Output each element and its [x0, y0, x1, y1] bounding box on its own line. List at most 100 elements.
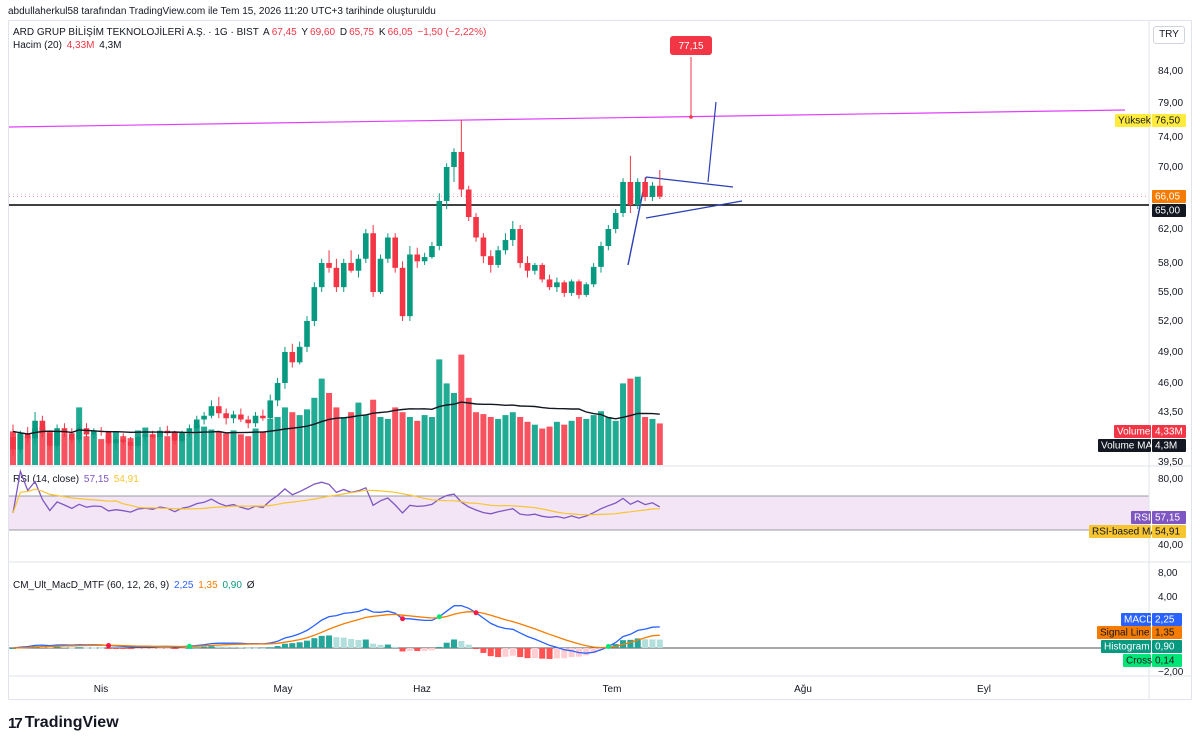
volume-ma-label-bg: [1098, 439, 1151, 452]
candle-body: [61, 428, 68, 434]
close-value: 66,05: [387, 27, 413, 38]
volume-bar: [598, 411, 604, 465]
volume-bar: [289, 412, 296, 465]
candle-body: [260, 415, 266, 419]
rsi-legend-value: 57,15: [83, 474, 109, 485]
macd-histogram-bar: [157, 648, 163, 649]
macd-histogram-bar: [473, 648, 480, 649]
candle-body: [333, 267, 340, 288]
macd-histogram-bar: [531, 648, 538, 659]
drawing-lines-group: [8, 57, 1149, 266]
volume-bar: [201, 426, 208, 465]
volume-bar: [68, 438, 75, 465]
tradingview-logo[interactable]: 17 TradingView: [8, 714, 119, 732]
macd-histogram-bar: [656, 639, 663, 648]
candle-body: [149, 434, 156, 437]
macd-histogram-bar: [362, 639, 369, 648]
last-price-tag-bg: [1152, 190, 1186, 203]
candle-body: [649, 185, 656, 197]
candle-body: [142, 434, 149, 437]
volume-bar: [215, 431, 222, 465]
resistance-trendline: [8, 109, 1126, 128]
volume-bar: [517, 417, 524, 465]
volume-bar: [90, 434, 97, 465]
support-tag-bg: [1152, 204, 1186, 217]
macd-histogram-bar: [340, 637, 347, 648]
volume-bar: [473, 412, 480, 465]
candle-body: [539, 264, 545, 280]
volume-bar: [186, 433, 193, 465]
candle-body: [296, 346, 303, 363]
candle-body: [524, 263, 531, 271]
chart-frame: [8, 20, 1192, 700]
symbol-legend[interactable]: ARD GRUP BİLİŞİM TEKNOLOJİLERİ A.Ş. · 1G…: [13, 27, 488, 38]
volume-legend[interactable]: Hacim (20) 4,33M 4,3M: [13, 40, 124, 51]
macd-legend[interactable]: CM_Ult_MacD_MTF (60, 12, 26, 9) 2,25 1,3…: [13, 580, 256, 591]
macd-histogram-bar: [524, 648, 531, 659]
x-axis-label: Eyl: [977, 684, 991, 695]
tradingview-logo-icon: 17: [8, 714, 23, 732]
macd-histogram-bar: [127, 648, 134, 650]
rsi-line: [12, 468, 661, 519]
candle-body: [510, 229, 516, 241]
volume-legend-ma: 4,3M: [99, 40, 122, 51]
price-tick-label: 79,00: [1158, 98, 1183, 109]
volume-bar: [39, 426, 46, 465]
volume-bar: [443, 383, 450, 465]
candle-body: [443, 167, 450, 201]
macd-histogram-bar: [590, 648, 597, 654]
rsi-legend-label: RSI (14, close): [13, 474, 80, 485]
volume-bar: [480, 414, 487, 465]
candle-body: [487, 256, 494, 265]
low-value: 65,75: [349, 27, 375, 38]
candle-body: [289, 352, 296, 363]
volume-bar: [377, 417, 384, 465]
rsi-tick-label: 80,00: [1158, 474, 1183, 485]
currency-button[interactable]: TRY: [1153, 26, 1185, 44]
candle-body: [429, 246, 435, 258]
candle-body: [267, 400, 274, 419]
macd-histogram-bar: [208, 646, 215, 648]
x-axis-label: Ağu: [794, 684, 812, 695]
price-tick-label: 70,00: [1158, 162, 1183, 173]
candle-body: [340, 263, 347, 288]
symbol-name[interactable]: ARD GRUP BİLİŞİM TEKNOLOJİLERİ A.Ş. · 1G…: [13, 27, 259, 38]
candle-body: [627, 182, 634, 205]
candle-body: [605, 229, 612, 246]
projection-line: [707, 101, 717, 183]
volume-bar: [83, 436, 90, 465]
volume-bar: [274, 417, 281, 465]
rsi-value-bg: [1152, 511, 1186, 524]
macd-histogram-bar: [370, 643, 377, 648]
candle-body: [634, 182, 641, 205]
volume-bar: [399, 412, 406, 465]
rsi-legend[interactable]: RSI (14, close) 57,15 54,91: [13, 474, 141, 485]
volume-bar: [575, 417, 582, 465]
candle-body: [598, 246, 604, 267]
macd-histogram-bar: [348, 639, 355, 648]
volume-bar: [458, 354, 465, 465]
macd-tick-label: −2,00: [1158, 667, 1184, 678]
macd-histogram-bar: [164, 648, 171, 649]
rsi-value: 57,15: [1155, 513, 1180, 524]
histogram-label: Histogram: [1104, 642, 1150, 653]
macd-histogram-bar: [201, 646, 208, 648]
candle-body: [348, 263, 354, 271]
volume-bar: [370, 399, 377, 465]
volume-bar: [304, 409, 310, 465]
candle-body: [377, 258, 384, 292]
signal-line: [12, 611, 660, 649]
rsi-band: [9, 496, 1149, 530]
low-label: D: [339, 27, 348, 38]
candle-body: [24, 433, 31, 439]
macd-histogram-bar: [414, 648, 421, 652]
tradingview-logo-text: TradingView: [24, 714, 119, 731]
macd-histogram-bar: [259, 647, 266, 649]
macd-cross-dot: [106, 643, 112, 649]
volume-bar: [149, 434, 156, 465]
candle-body: [620, 182, 626, 213]
volume-bar: [487, 417, 494, 465]
volume-ma-line: [12, 401, 660, 435]
